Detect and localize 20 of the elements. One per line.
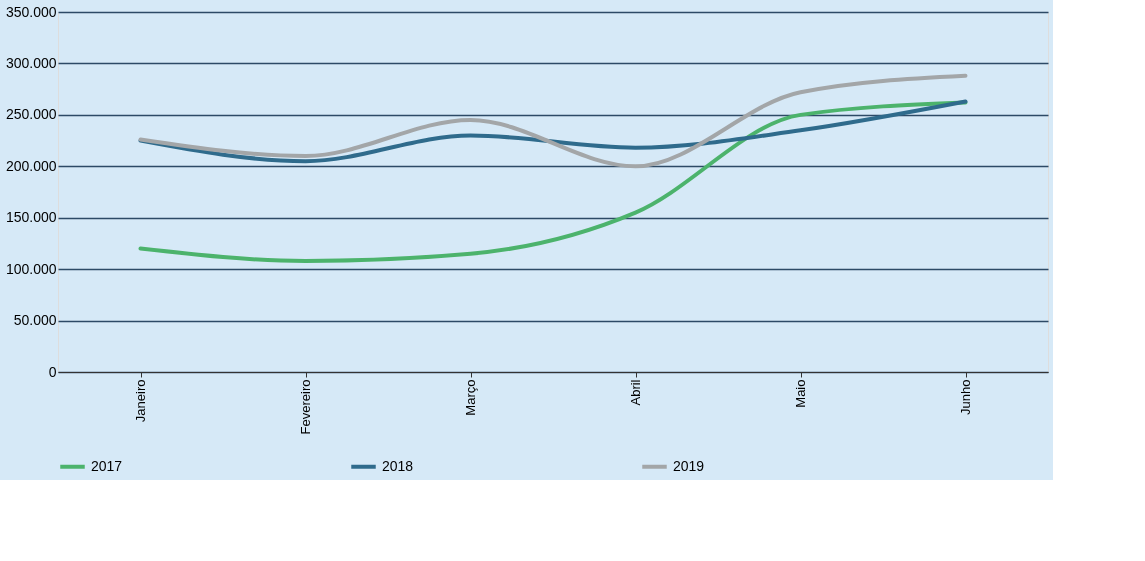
y-tick-label: 0: [48, 363, 57, 380]
y-tick-label: 250.000: [5, 106, 57, 123]
y-tick-label: 300.000: [5, 54, 57, 71]
legend-label: 2019: [673, 457, 705, 474]
legend-label: 2017: [91, 457, 123, 474]
x-tick-label: Março: [463, 379, 478, 416]
x-tick-label: Junho: [958, 379, 973, 415]
legend-label: 2018: [382, 457, 414, 474]
x-tick-label: Janeiro: [133, 379, 148, 423]
y-tick-label: 150.000: [5, 209, 57, 226]
x-tick-label: Abril: [628, 379, 643, 406]
line-series: [138, 99, 968, 164]
y-tick-label: 100.000: [5, 260, 57, 277]
x-tick-label: Fevereiro: [298, 379, 313, 435]
y-tick-label: 50.000: [13, 312, 57, 329]
x-tick-label: Maio: [793, 379, 808, 408]
y-tick-label: 200.000: [5, 157, 57, 174]
line-series: [138, 73, 968, 169]
y-tick-label: 350.000: [5, 3, 57, 20]
line-series: [138, 100, 968, 263]
